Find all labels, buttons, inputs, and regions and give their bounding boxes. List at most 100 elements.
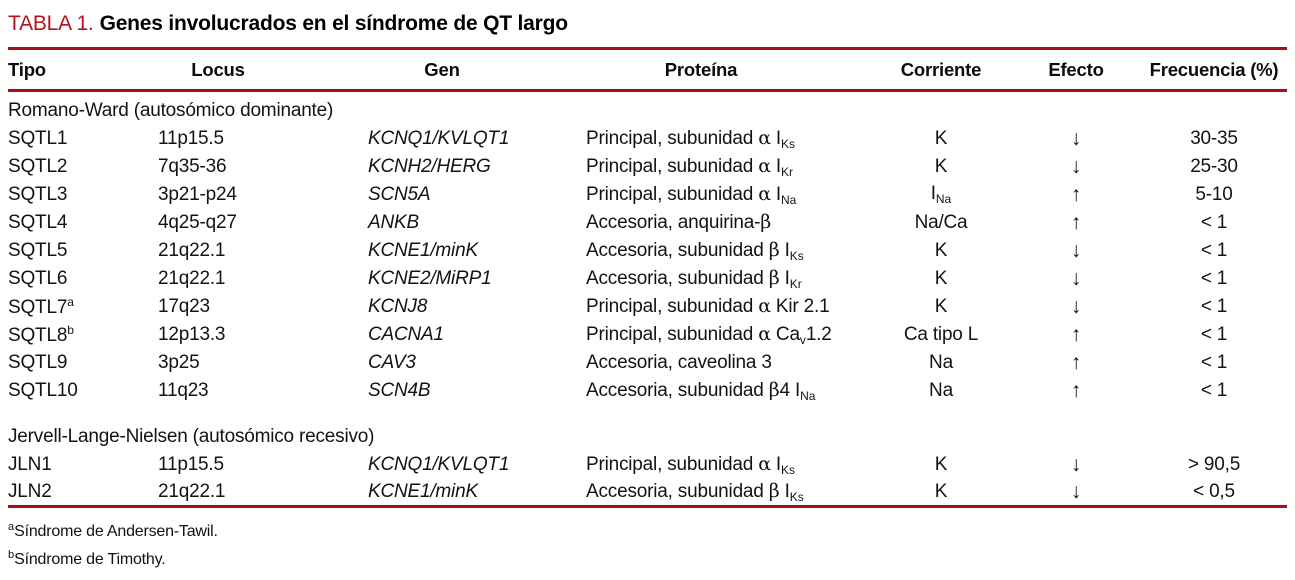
cell-locus: 17q23: [158, 295, 210, 317]
cell-tipo: JLN2: [8, 480, 52, 502]
cell-efecto: ↓: [1070, 479, 1082, 503]
column-header-proteina: Proteína: [664, 58, 738, 80]
cell-locus: 3p21-p24: [158, 183, 237, 205]
cell-tipo: SQTL4: [8, 211, 68, 233]
cell-efecto: ↓: [1070, 294, 1082, 318]
footnote: bSíndrome de Timothy.: [8, 544, 1287, 572]
cell-locus: 3p25: [158, 351, 200, 373]
cell-gen: SCN5A: [368, 183, 431, 205]
table-row: SQTL1 11p15.5 KCNQ1/KVLQT1 Principal, subun…: [8, 125, 1287, 153]
cell-gen: CAV3: [368, 351, 416, 373]
cell-gen: KCNQ1/KVLQT1: [368, 127, 510, 149]
cell-gen: SCN4B: [368, 379, 431, 401]
column-header-efecto: Efecto: [1048, 58, 1104, 80]
footnote-text: Síndrome de Andersen-Tawil.: [14, 523, 218, 540]
cell-locus: 7q35-36: [158, 155, 227, 177]
table-row: SQTL8b 12p13.3 CACNA1 Principal, subunidad …: [8, 321, 1287, 349]
table-number: TABLA 1.: [8, 12, 94, 35]
table-body: Romano-Ward (autosómico dominante) SQTL1 1…: [8, 91, 1287, 507]
cell-locus: 12p13.3: [158, 323, 226, 345]
cell-proteina: Principal, subunidad α IKs: [586, 452, 796, 477]
table-header: Tipo Locus Gen Proteína Corriente Efecto Frecu…: [8, 48, 1287, 91]
table-row: SQTL9 3p25 CAV3 Accesoria, caveolina 3 Na ↑ < …: [8, 349, 1287, 377]
cell-corriente: Na: [929, 379, 953, 401]
cell-tipo: SQTL10: [8, 379, 78, 401]
cell-frecuencia: < 1: [1200, 211, 1228, 233]
cell-gen: CACNA1: [368, 323, 444, 345]
cell-frecuencia: < 1: [1200, 379, 1228, 401]
footnote: aSíndrome de Andersen-Tawil.: [8, 516, 1287, 544]
cell-proteina: Accesoria, subunidad β4 INa: [586, 378, 816, 403]
column-header-corriente: Corriente: [900, 58, 982, 80]
cell-efecto: ↑: [1070, 350, 1082, 374]
cell-proteina: Principal, subunidad α IKr: [586, 154, 794, 179]
table-title: TABLA 1. Genes involucrados en el síndrom…: [8, 9, 1287, 39]
cell-efecto: ↑: [1070, 322, 1082, 346]
cell-proteina: Principal, subunidad α Kir 2.1: [586, 295, 830, 317]
cell-locus: 21q22.1: [158, 239, 226, 261]
cell-frecuencia: 30-35: [1190, 127, 1238, 149]
section-header-row: Jervell-Lange-Nielsen (autosómico recesi…: [8, 405, 1287, 451]
section-header-label: Jervell-Lange-Nielsen (autosómico recesi…: [8, 425, 375, 447]
cell-tipo: SQTL6: [8, 267, 68, 289]
cell-locus: 4q25-q27: [158, 211, 237, 233]
cell-tipo: SQTL1: [8, 127, 68, 149]
table-caption: Genes involucrados en el síndrome de QT …: [99, 12, 568, 35]
cell-corriente: K: [934, 127, 948, 149]
cell-efecto: ↓: [1070, 266, 1082, 290]
cell-locus: 21q22.1: [158, 267, 226, 289]
column-header-locus: Locus: [191, 58, 245, 80]
cell-locus: 21q22.1: [158, 480, 226, 502]
table-row: SQTL3 3p21-p24 SCN5A Principal, subunidad α…: [8, 181, 1287, 209]
cell-efecto: ↓: [1070, 154, 1082, 178]
cell-tipo: SQTL8b: [8, 322, 74, 346]
cell-efecto: ↓: [1070, 126, 1082, 150]
cell-proteina: Principal, subunidad α IKs: [586, 126, 796, 151]
column-header-frecuencia: Frecuencia (%): [1149, 58, 1279, 80]
cell-frecuencia: < 1: [1200, 351, 1228, 373]
cell-corriente: K: [934, 267, 948, 289]
cell-frecuencia: < 0,5: [1193, 480, 1235, 502]
cell-corriente: K: [934, 453, 948, 475]
cell-locus: 11p15.5: [158, 127, 224, 149]
table-row: JLN2 21q22.1 KCNE1/minK Accesoria, subunida…: [8, 479, 1287, 507]
table-row: SQTL4 4q25-q27 ANKB Accesoria, anquirina-β N…: [8, 209, 1287, 237]
footnote-marker: a: [8, 521, 15, 533]
cell-locus: 11q23: [158, 379, 209, 401]
cell-proteina: Accesoria, anquirina-β: [586, 211, 772, 233]
cell-tipo: SQTL9: [8, 351, 68, 373]
cell-corriente: Na: [929, 351, 953, 373]
cell-efecto: ↑: [1070, 378, 1082, 402]
cell-frecuencia: < 1: [1200, 267, 1228, 289]
cell-corriente: K: [934, 480, 948, 502]
cell-efecto: ↑: [1070, 210, 1082, 234]
cell-corriente: K: [934, 295, 948, 317]
cell-gen: KCNE2/MiRP1: [368, 267, 492, 289]
cell-corriente: K: [934, 155, 948, 177]
table-row: SQTL2 7q35-36 KCNH2/HERG Principal, subunid…: [8, 153, 1287, 181]
column-header-tipo: Tipo: [8, 58, 46, 80]
table-row: SQTL10 11q23 SCN4B Accesoria, subunidad β4 …: [8, 377, 1287, 405]
cell-proteina: Accesoria, subunidad β IKs: [586, 479, 804, 504]
cell-proteina: Principal, subunidad α INa: [586, 182, 797, 207]
footnote-marker: b: [8, 548, 15, 561]
cell-proteina: Accesoria, caveolina 3: [586, 351, 772, 373]
table-header-row: Tipo Locus Gen Proteína Corriente Efecto Frecu…: [8, 48, 1287, 91]
cell-frecuencia: 5-10: [1195, 183, 1233, 205]
genes-table: Tipo Locus Gen Proteína Corriente Efecto Frecu…: [8, 47, 1287, 508]
cell-tipo: SQTL7a: [8, 294, 74, 318]
cell-frecuencia: < 1: [1200, 323, 1228, 345]
cell-gen: KCNH2/HERG: [368, 155, 491, 177]
cell-gen: ANKB: [368, 211, 419, 233]
column-header-gen: Gen: [424, 58, 460, 80]
cell-proteina: Accesoria, subunidad β IKs: [586, 238, 804, 263]
cell-efecto: ↓: [1070, 452, 1082, 476]
section-header-row: Romano-Ward (autosómico dominante): [8, 91, 1287, 125]
cell-gen: KCNE1/minK: [368, 239, 478, 261]
cell-gen: KCNJ8: [368, 295, 428, 317]
cell-corriente: INa: [930, 183, 952, 206]
cell-tipo: SQTL5: [8, 239, 68, 261]
section-header-label: Romano-Ward (autosómico dominante): [8, 99, 334, 121]
cell-proteina: Accesoria, subunidad β IKr: [586, 266, 802, 291]
